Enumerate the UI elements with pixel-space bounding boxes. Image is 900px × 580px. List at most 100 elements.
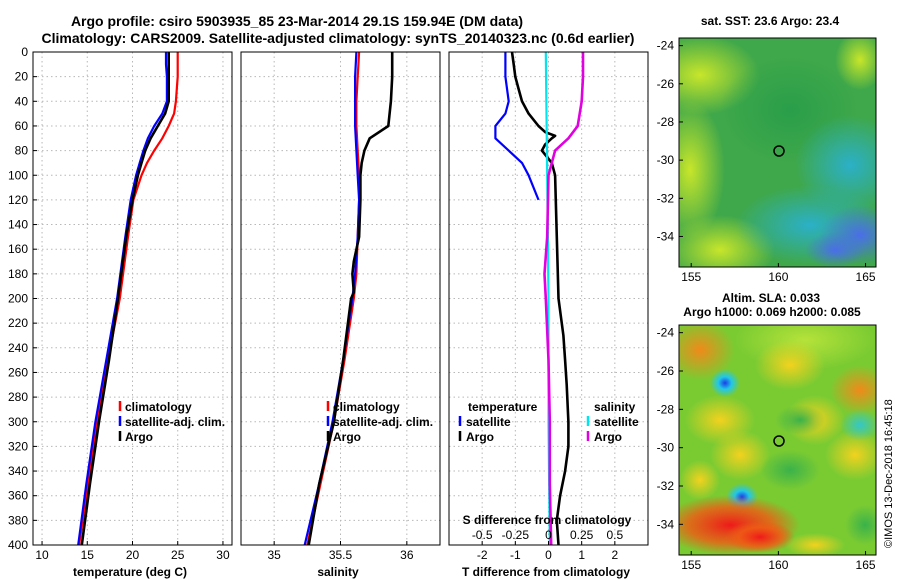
latitude-tick-label: -28 [657, 402, 675, 416]
depth-tick-label: 180 [8, 267, 28, 281]
depth-tick-label: 60 [15, 119, 29, 133]
latitude-tick-label: -26 [657, 364, 675, 378]
x-tick-label: 1 [578, 548, 585, 562]
sst-map-frame [678, 37, 877, 268]
depth-tick-label: 400 [8, 538, 28, 552]
depth-tick-label: 160 [8, 242, 28, 256]
difference-series [494, 51, 585, 546]
longitude-tick-label: 160 [768, 558, 788, 572]
x-tick-label: 35.5 [329, 548, 353, 562]
argo-position-marker [773, 435, 785, 447]
depth-tick-label: 80 [15, 144, 29, 158]
t-difference-xlabel: T difference from climatology [462, 565, 630, 579]
series-line-s-argo [543, 52, 585, 546]
latitude-tick-label: -32 [657, 479, 675, 493]
sla-map-frame [678, 324, 877, 556]
depth-tick-label: 280 [8, 390, 28, 404]
imos-watermark: ©IMOS 13-Dec-2018 16:45:18 [883, 399, 895, 548]
s-difference-tick-label: 0 [545, 528, 552, 542]
legend-label-s-satellite: satellite [594, 415, 639, 429]
latitude-tick-label: -34 [657, 229, 675, 243]
sst-map-yticks: -24 -26 -28 -30 -32 -34 [657, 39, 683, 243]
x-tick-label: -1 [510, 548, 521, 562]
depth-tick-label: 380 [8, 513, 28, 527]
sla-field [679, 325, 876, 555]
series-line-satellite-adj-clim [77, 52, 168, 546]
depth-tick-label: 360 [8, 489, 28, 503]
depth-tick-label: 240 [8, 341, 28, 355]
legend-title-salinity: salinity [594, 400, 636, 414]
x-tick-label: 20 [126, 548, 140, 562]
longitude-tick-label: 155 [681, 270, 701, 284]
sst-map-xticks: 155 160 165 [681, 263, 876, 284]
longitude-tick-label: 165 [856, 270, 876, 284]
x-tick-label: 0 [545, 548, 552, 562]
x-tick-label: 35 [267, 548, 281, 562]
latitude-tick-label: -32 [657, 191, 675, 205]
s-difference-xlabel: S difference from climatology [463, 513, 632, 527]
legend-label-climatology: climatology [125, 400, 192, 414]
depth-tick-label: 300 [8, 415, 28, 429]
depth-tick-label: 320 [8, 439, 28, 453]
sla-map-title: Altim. SLA: 0.033 [722, 291, 820, 305]
longitude-tick-label: 155 [681, 558, 701, 572]
series-line-argo [80, 52, 170, 546]
depth-tick-label: 260 [8, 365, 28, 379]
depth-tick-label: 0 [21, 45, 28, 59]
legend-label-t-argo: Argo [466, 430, 494, 444]
salinity-xticks: 35 35.5 36 [267, 541, 414, 562]
s-difference-tick-label: -0.5 [472, 528, 493, 542]
longitude-tick-label: 165 [856, 558, 876, 572]
temperature-xlabel: temperature (deg C) [73, 565, 187, 579]
difference-xticks: -2 -1 0 1 2 [477, 541, 618, 562]
latitude-tick-label: -26 [657, 77, 675, 91]
sla-map-xticks: 155 160 165 [681, 551, 876, 572]
x-tick-label: -2 [477, 548, 488, 562]
salinity-series [303, 51, 394, 546]
series-line-t-satellite [494, 52, 540, 201]
sla-map-subtitle: Argo h1000: 0.069 h2000: 0.085 [683, 305, 861, 319]
figure-title-line-1: Argo profile: csiro 5903935_85 23-Mar-20… [71, 13, 523, 29]
figure-title-line-2: Climatology: CARS2009. Satellite-adjuste… [42, 30, 635, 46]
legend-label-s-argo: Argo [594, 430, 622, 444]
argo-position-marker [773, 145, 785, 157]
latitude-tick-label: -24 [657, 326, 675, 340]
latitude-tick-label: -34 [657, 517, 675, 531]
salinity-panel: 35 35.5 36 salinity climatology satellite-… [240, 51, 441, 579]
depth-tick-label: 120 [8, 193, 28, 207]
sst-map-panel: sat. SST: 23.6 Argo: 23.4 155 160 165 -24-… [657, 14, 877, 284]
x-tick-label: 10 [35, 548, 49, 562]
salinity-grid [241, 51, 440, 546]
legend-label-t-satellite: satellite [466, 415, 511, 429]
latitude-tick-label: -24 [657, 39, 675, 53]
latitude-tick-label: -30 [657, 153, 675, 167]
legend-label-satellite: satellite-adj. clim. [333, 415, 433, 429]
depth-tick-label: 200 [8, 292, 28, 306]
latitude-tick-label: -28 [657, 115, 675, 129]
series-line-argo [307, 52, 394, 546]
legend-label-argo: Argo [125, 430, 153, 444]
sla-map-yticks: -24 -26 -28 -30 -32 -34 [657, 326, 683, 531]
depth-tick-label: 100 [8, 168, 28, 182]
latitude-tick-label: -30 [657, 441, 675, 455]
sla-map-panel: Altim. SLA: 0.033 Argo h1000: 0.069 h200… [657, 291, 877, 572]
salinity-difference-xticks: -0.5 -0.25 0 0.25 0.5 [472, 528, 624, 542]
sst-map-title: sat. SST: 23.6 Argo: 23.4 [701, 14, 840, 28]
depth-tick-label: 220 [8, 316, 28, 330]
s-difference-tick-label: 0.25 [570, 528, 594, 542]
temperature-xticks: 10 15 20 25 30 [35, 541, 230, 562]
sst-field [679, 38, 876, 267]
s-difference-tick-label: -0.25 [502, 528, 530, 542]
temperature-series [77, 52, 179, 546]
s-difference-tick-label: 0.5 [606, 528, 623, 542]
salinity-xlabel: salinity [317, 565, 359, 579]
difference-legend: temperature satellite Argo salinity sate… [458, 400, 639, 444]
temperature-legend: climatology satellite-adj. clim. Argo [118, 400, 225, 444]
legend-label-climatology: climatology [333, 400, 400, 414]
difference-panel: -2 -1 0 1 2 -0.5 -0.25 0 0.25 0.5 S difference f… [448, 51, 649, 579]
x-tick-label: 15 [81, 548, 95, 562]
depth-tick-label: 20 [15, 70, 29, 84]
temperature-panel: 10 15 20 25 30 0 20 40 60 80 100 120 140 160 180 200 22… [8, 45, 233, 579]
salinity-legend: climatology satellite-adj. clim. Argo [326, 400, 433, 444]
depth-tick-label: 40 [15, 94, 29, 108]
